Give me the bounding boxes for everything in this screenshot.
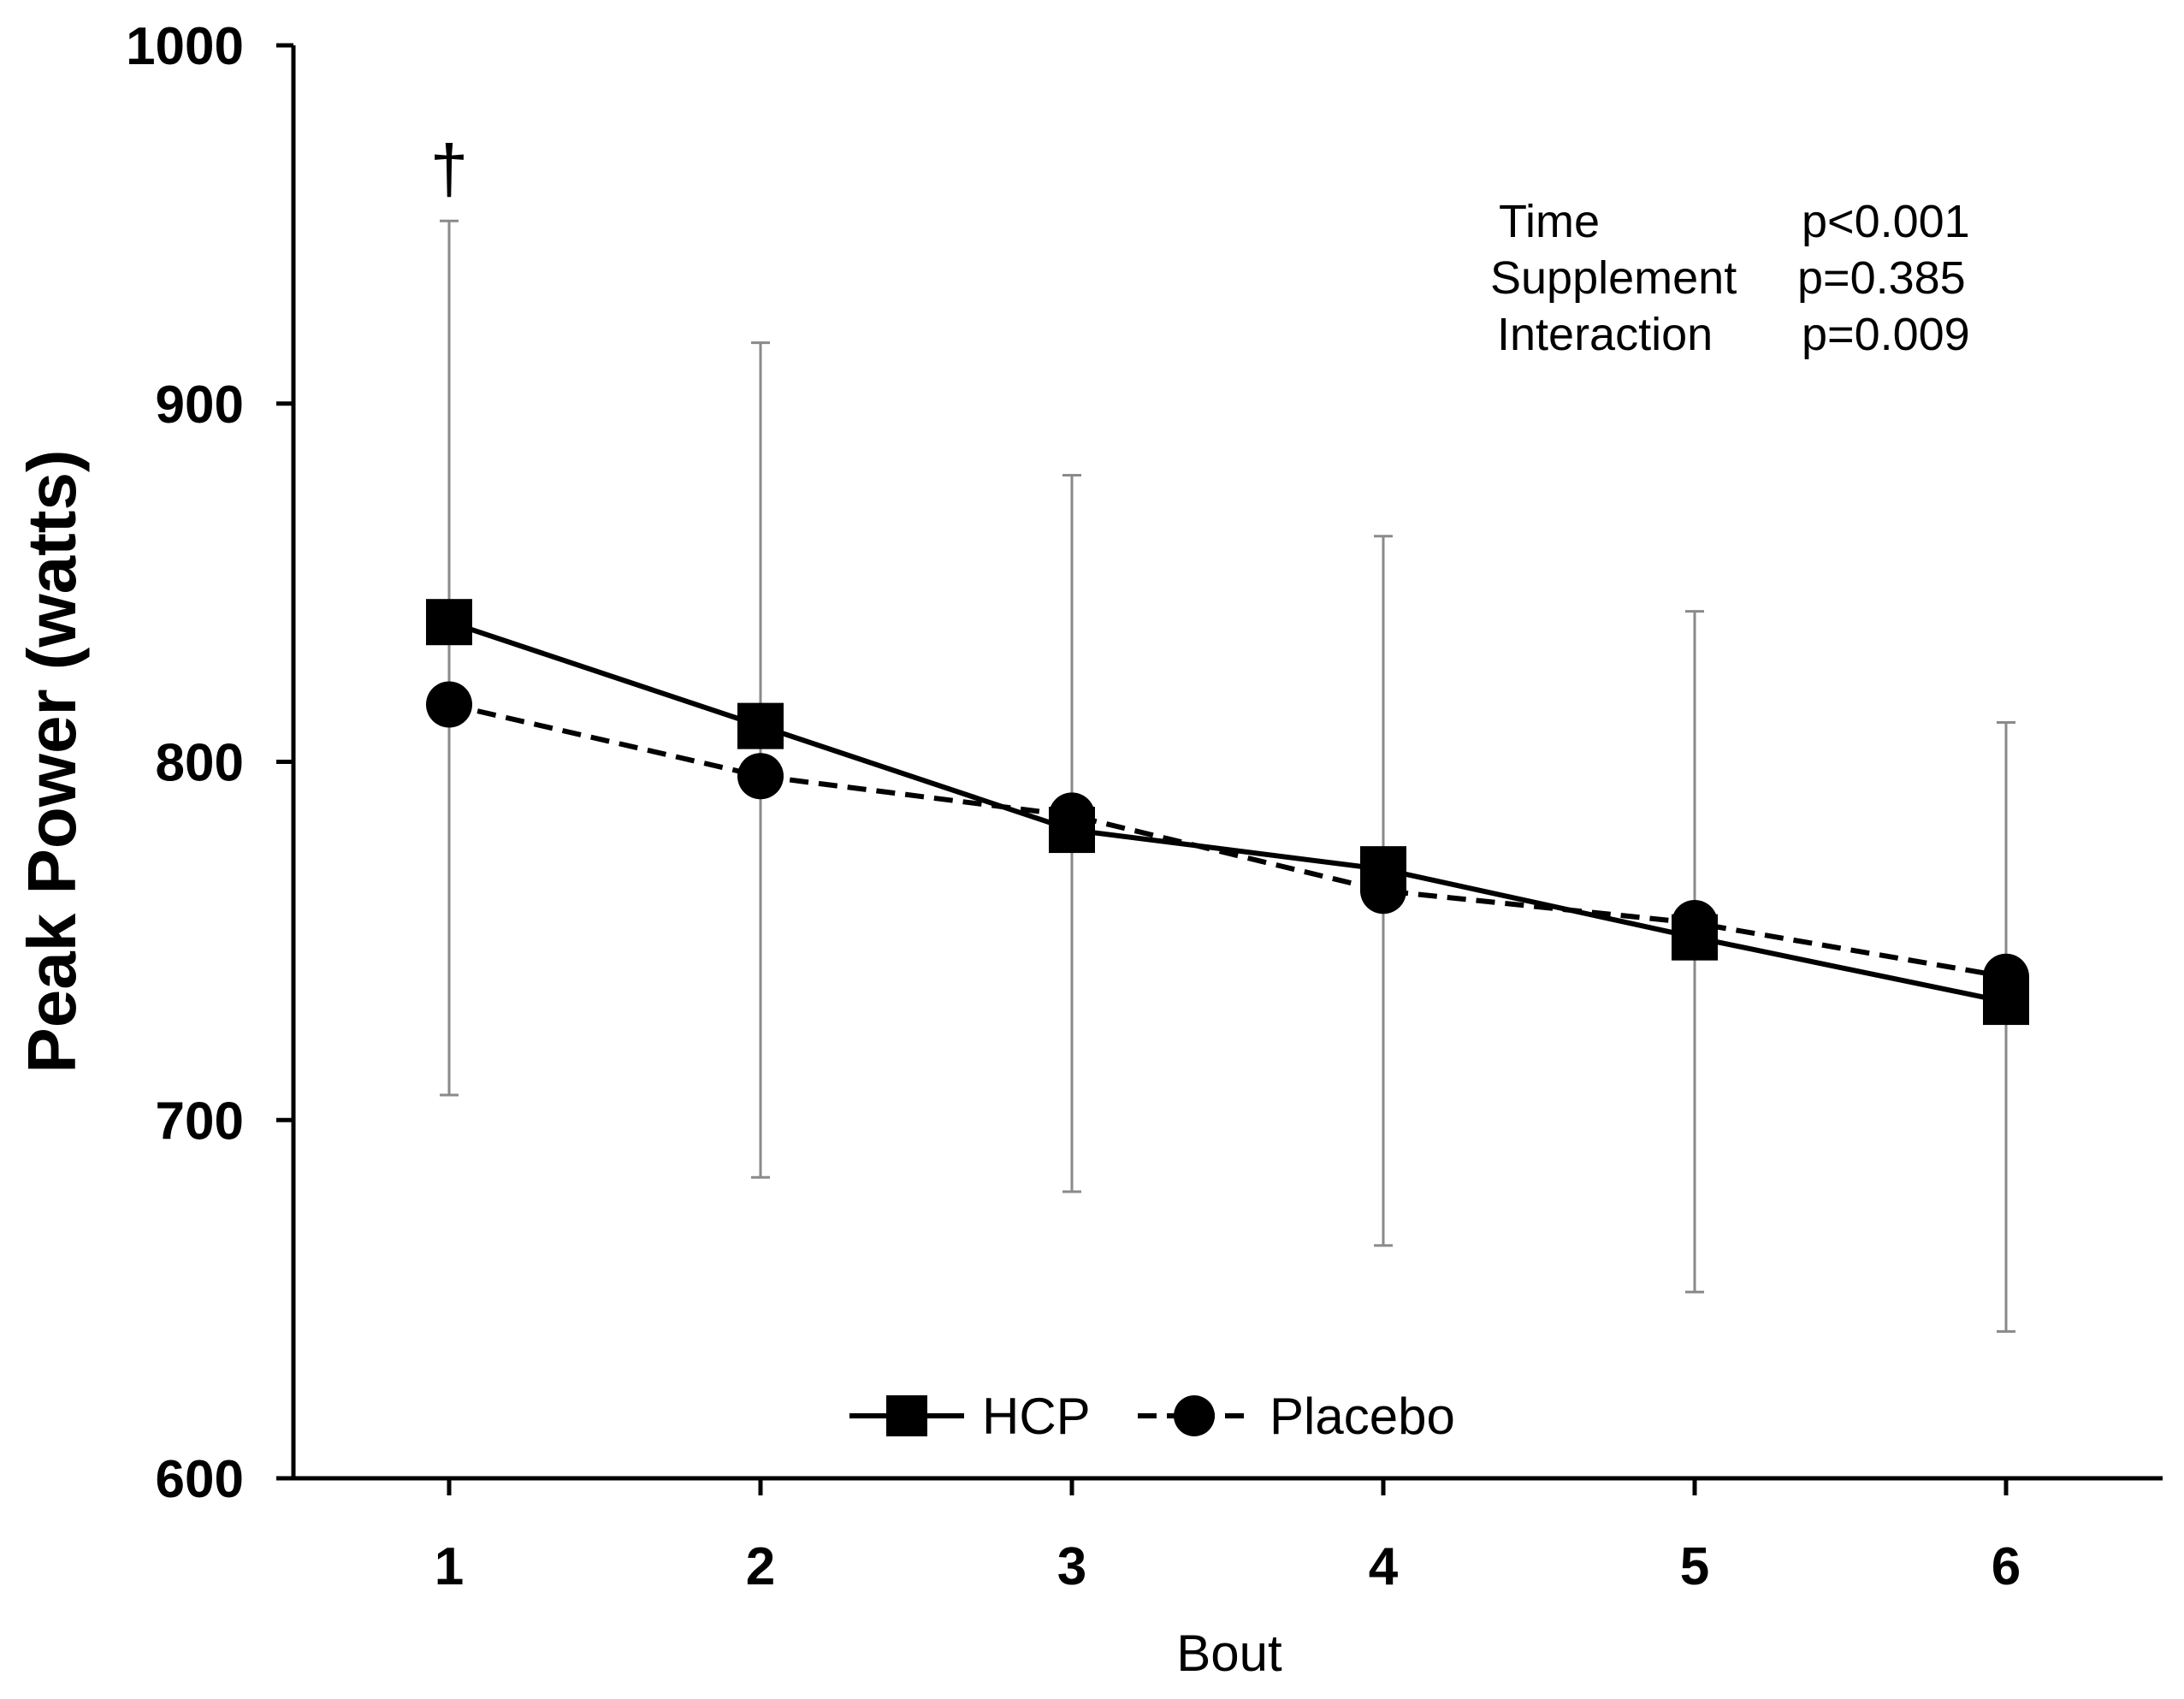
placebo-marker	[426, 681, 472, 728]
placebo-line	[448, 702, 2007, 980]
hcp-line	[448, 619, 2007, 1005]
y-tick-label: 700	[156, 1092, 244, 1151]
placebo-marker	[1672, 899, 1718, 946]
y-tick-label: 1000	[126, 17, 244, 76]
x-tick-label: 5	[1680, 1537, 1709, 1596]
stat-label: Interaction	[1497, 309, 1713, 360]
stat-label: Supplement	[1490, 252, 1737, 304]
significance-dagger: †	[430, 131, 469, 207]
x-axis-title: Bout	[1176, 1625, 1282, 1682]
stat-value: p=0.385	[1797, 252, 1966, 304]
legend: HCP Placebo	[849, 1388, 1455, 1445]
legend-placebo-marker	[1174, 1395, 1215, 1436]
y-tick-label: 600	[156, 1450, 244, 1509]
x-tick-label: 1	[435, 1537, 464, 1596]
x-tick-label: 6	[1992, 1537, 2021, 1596]
legend-hcp-marker	[886, 1395, 927, 1436]
legend-hcp-label: HCP	[982, 1388, 1091, 1445]
x-tick-label: 4	[1369, 1537, 1399, 1596]
hcp-marker	[426, 599, 472, 646]
x-axis-ticks: 1 2 3 4 5 6	[435, 1478, 2021, 1596]
y-axis-title: Peak Power (watts)	[14, 449, 90, 1073]
error-bars	[440, 219, 2015, 1333]
placebo-marker	[1983, 953, 2029, 1000]
data-series	[426, 599, 2029, 1026]
stat-value: p=0.009	[1802, 309, 1970, 360]
stat-label: Time	[1499, 196, 1600, 247]
placebo-marker	[1049, 792, 1095, 839]
hcp-marker	[737, 702, 784, 749]
placebo-marker	[737, 753, 784, 800]
statistics-block: Time p<0.001 Supplement p=0.385 Interaction p…	[1490, 196, 1970, 360]
placebo-marker	[1360, 867, 1406, 915]
annotations: †	[430, 131, 469, 207]
x-tick-label: 3	[1057, 1537, 1086, 1596]
y-tick-label: 800	[156, 734, 244, 793]
legend-placebo-label: Placebo	[1270, 1388, 1455, 1445]
x-tick-label: 2	[746, 1537, 775, 1596]
y-tick-label: 900	[156, 376, 244, 435]
stat-value: p<0.001	[1802, 196, 1970, 247]
y-axis-ticks: 600 700 800 900 1000	[126, 17, 293, 1509]
